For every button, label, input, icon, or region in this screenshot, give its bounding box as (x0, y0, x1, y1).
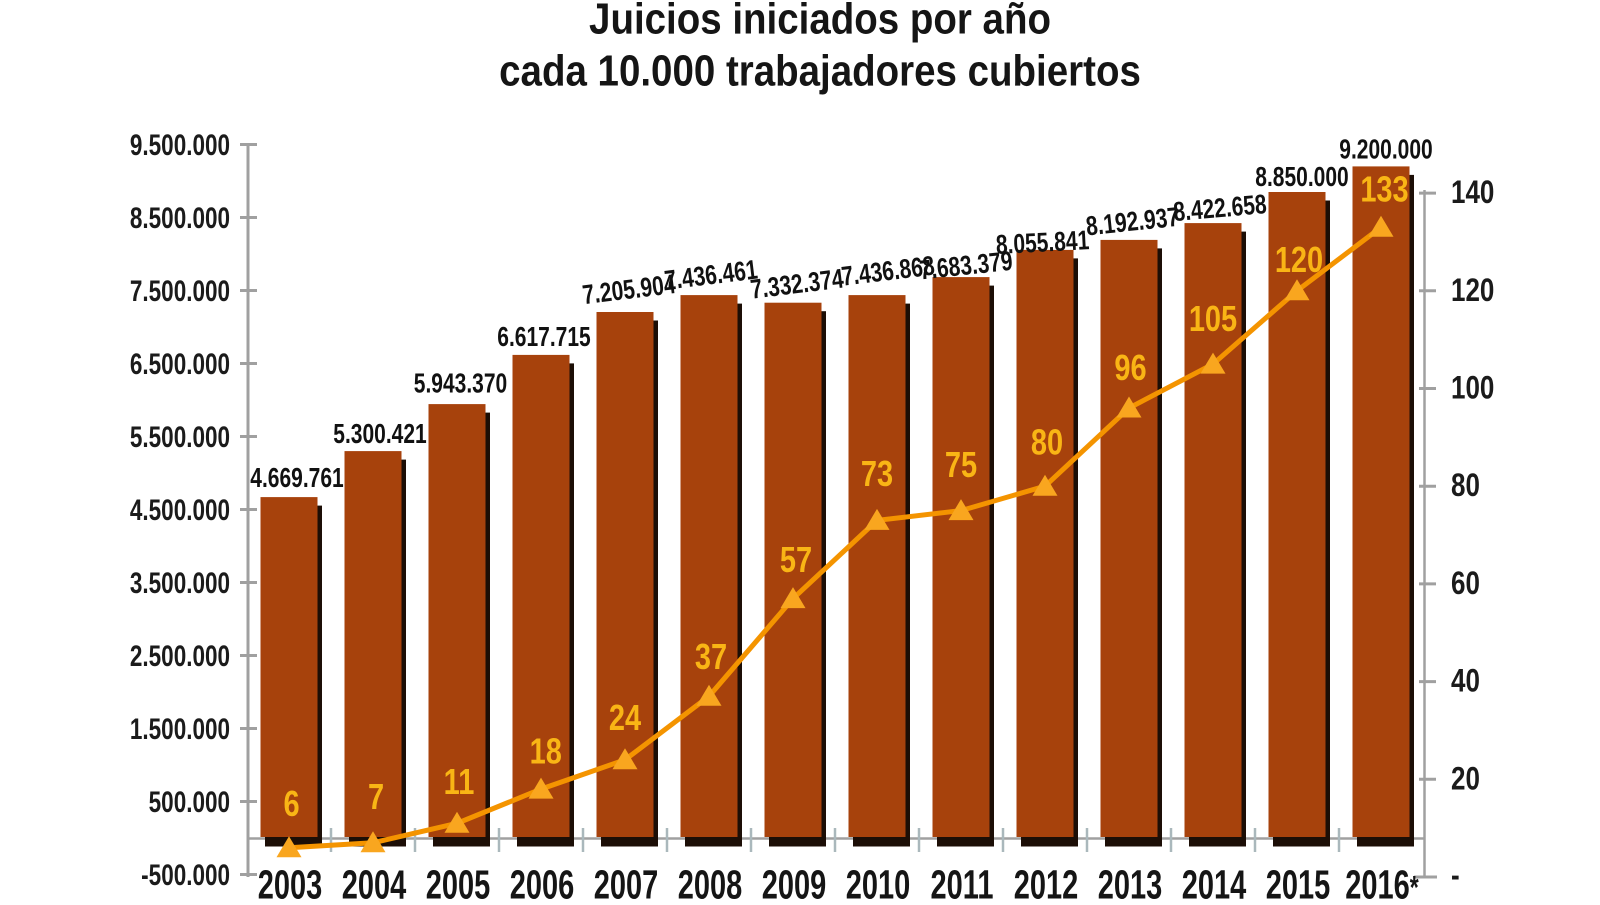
svg-text:2016*: 2016* (1345, 861, 1418, 900)
svg-text:6.617.715: 6.617.715 (497, 322, 590, 352)
svg-text:7.500.000: 7.500.000 (130, 274, 230, 308)
svg-text:5.943.370: 5.943.370 (414, 369, 507, 399)
svg-text:2012: 2012 (1014, 861, 1079, 900)
svg-text:2.500.000: 2.500.000 (130, 639, 230, 673)
svg-text:133: 133 (1360, 168, 1408, 209)
svg-text:18: 18 (530, 730, 562, 771)
svg-text:5.500.000: 5.500.000 (130, 420, 230, 454)
svg-text:2014: 2014 (1182, 861, 1247, 900)
svg-text:5.300.421: 5.300.421 (333, 419, 426, 449)
svg-text:96: 96 (1114, 347, 1146, 388)
svg-text:9.200.000: 9.200.000 (1339, 135, 1432, 165)
svg-text:2013: 2013 (1098, 861, 1163, 900)
svg-text:2009: 2009 (762, 861, 827, 900)
svg-text:11: 11 (444, 761, 475, 802)
svg-text:105: 105 (1189, 298, 1237, 339)
svg-text:8.055.841: 8.055.841 (995, 226, 1090, 261)
svg-text:2015: 2015 (1266, 861, 1331, 900)
svg-text:500.000: 500.000 (149, 785, 230, 819)
svg-text:2005: 2005 (426, 861, 491, 900)
svg-text:-500.000: -500.000 (141, 858, 230, 892)
svg-text:8.500.000: 8.500.000 (130, 201, 230, 235)
svg-text:6: 6 (283, 783, 299, 824)
svg-text:3.500.000: 3.500.000 (130, 566, 230, 600)
svg-text:73: 73 (861, 453, 893, 494)
svg-text:2008: 2008 (678, 861, 743, 900)
svg-text:2011: 2011 (931, 861, 994, 900)
svg-text:-: - (1451, 857, 1460, 893)
svg-text:120: 120 (1451, 272, 1494, 308)
svg-text:37: 37 (695, 636, 727, 677)
svg-text:140: 140 (1451, 174, 1494, 210)
svg-text:24: 24 (609, 697, 642, 738)
svg-text:75: 75 (945, 444, 977, 485)
svg-text:2007: 2007 (594, 861, 659, 900)
svg-text:80: 80 (1451, 467, 1480, 503)
svg-text:1.500.000: 1.500.000 (130, 712, 230, 746)
svg-text:2004: 2004 (342, 861, 407, 900)
svg-text:80: 80 (1031, 421, 1063, 462)
svg-text:40: 40 (1451, 663, 1480, 699)
svg-text:2003: 2003 (258, 861, 323, 900)
svg-text:2010: 2010 (846, 861, 911, 900)
svg-text:9.500.000: 9.500.000 (130, 128, 230, 162)
svg-text:cada 10.000 trabajadores cubie: cada 10.000 trabajadores cubiertos (499, 46, 1141, 95)
svg-text:Juicios iniciados por año: Juicios iniciados por año (589, 0, 1051, 43)
svg-text:60: 60 (1451, 565, 1480, 601)
svg-text:120: 120 (1275, 239, 1323, 280)
svg-text:7: 7 (368, 776, 384, 817)
svg-text:20: 20 (1451, 761, 1480, 797)
svg-text:100: 100 (1451, 370, 1494, 406)
svg-text:57: 57 (780, 539, 812, 580)
svg-text:8.850.000: 8.850.000 (1255, 162, 1348, 192)
svg-text:2006: 2006 (510, 861, 575, 900)
svg-text:6.500.000: 6.500.000 (130, 347, 230, 381)
svg-text:4.500.000: 4.500.000 (130, 493, 230, 527)
svg-text:4.669.761: 4.669.761 (250, 463, 343, 493)
